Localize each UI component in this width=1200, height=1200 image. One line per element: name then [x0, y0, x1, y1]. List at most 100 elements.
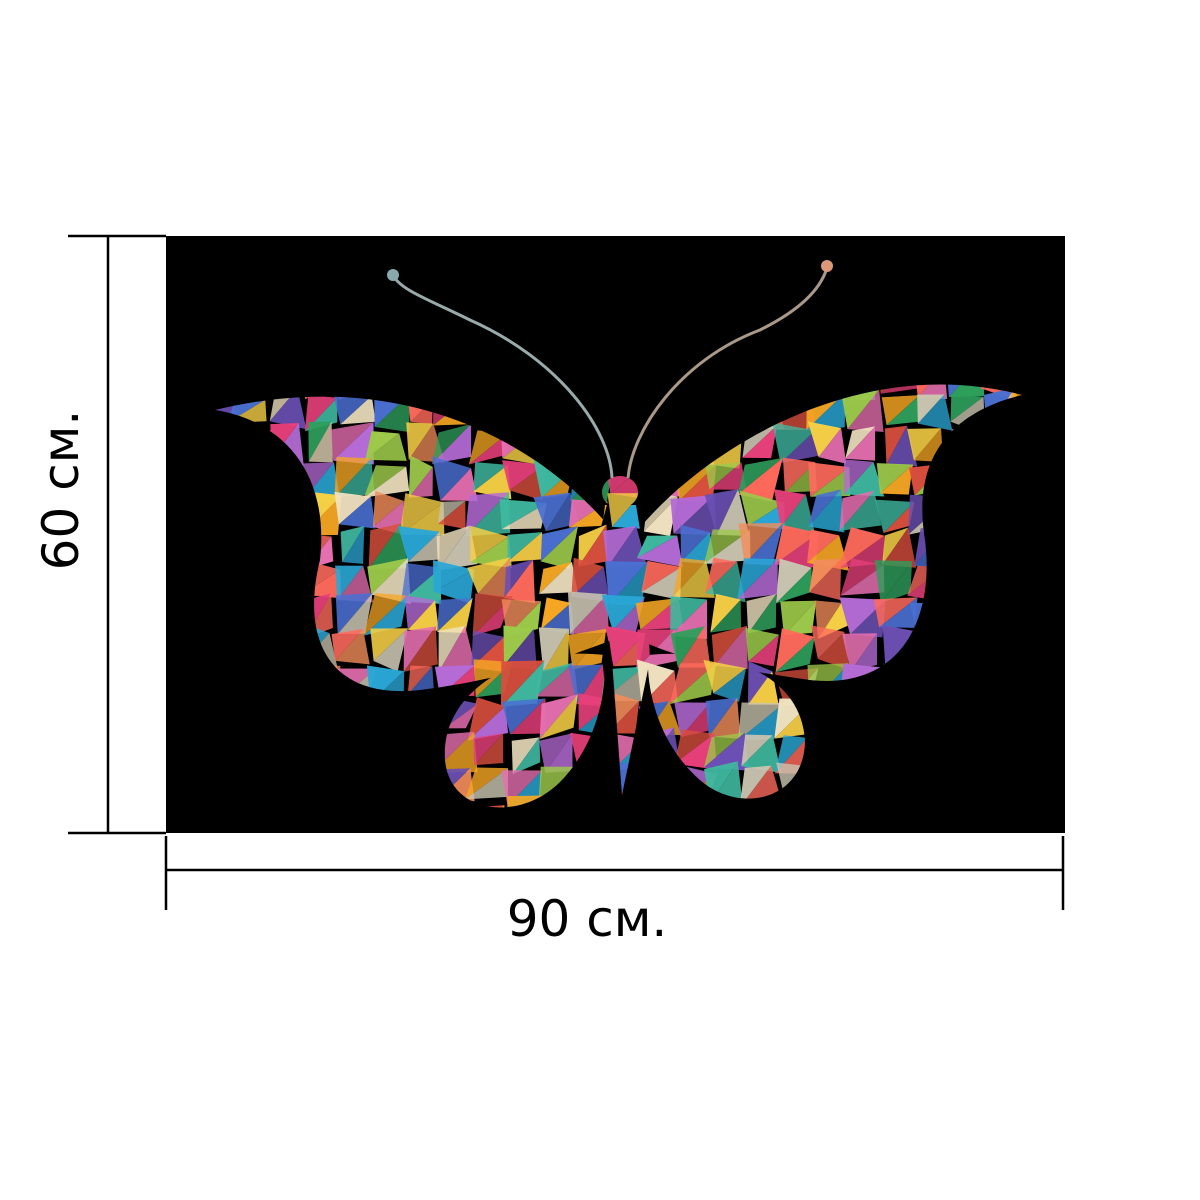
facet: [745, 627, 779, 662]
facet: [775, 628, 815, 673]
facet: [775, 636, 815, 673]
facet: [741, 735, 782, 774]
facet: [703, 732, 750, 771]
facet: [363, 593, 408, 636]
facet: [845, 426, 876, 461]
width-label: 90 см.: [507, 890, 668, 948]
facet: [607, 525, 647, 568]
facet: [301, 495, 342, 536]
facet: [473, 733, 504, 766]
facet: [437, 598, 473, 633]
facet: [673, 494, 717, 535]
facet: [738, 702, 785, 741]
facet: [839, 597, 886, 635]
facet: [340, 526, 365, 563]
facet: [808, 462, 850, 497]
facet: [473, 464, 512, 500]
facet: [807, 421, 842, 458]
facet: [674, 729, 715, 764]
facet: [432, 456, 471, 501]
facet: [711, 625, 747, 666]
facet: [468, 432, 509, 465]
facet: [501, 698, 546, 735]
facet: [504, 559, 536, 604]
facet: [399, 502, 445, 536]
facet: [408, 467, 433, 498]
facet: [843, 459, 874, 495]
facet: [437, 598, 473, 633]
facet: [331, 629, 364, 661]
facet: [772, 422, 816, 464]
facet: [741, 734, 773, 767]
facet: [403, 626, 438, 672]
facet: [406, 422, 434, 460]
facet: [677, 626, 711, 668]
facet: [373, 628, 408, 672]
facet: [363, 465, 407, 498]
facet: [470, 525, 509, 563]
facet: [912, 384, 945, 398]
facet: [543, 628, 570, 672]
facet: [810, 467, 851, 497]
facet: [780, 494, 815, 533]
facet: [335, 593, 373, 634]
facet: [539, 733, 573, 773]
facet: [875, 499, 915, 534]
facet: [403, 626, 436, 672]
facet: [881, 395, 920, 426]
facet: [431, 423, 472, 464]
facet: [737, 558, 778, 600]
facet: [917, 384, 948, 399]
facet: [739, 765, 772, 808]
facet: [337, 593, 373, 634]
facet: [636, 535, 678, 559]
facet: [917, 394, 945, 424]
facet: [541, 597, 572, 630]
facet: [443, 703, 478, 729]
facet: [774, 489, 806, 528]
facet: [737, 457, 783, 502]
facet: [568, 664, 603, 704]
facet: [673, 560, 715, 598]
facet: [603, 525, 637, 568]
facet: [371, 558, 411, 604]
facet: [308, 421, 333, 463]
facet: [465, 768, 509, 800]
facet: [338, 496, 376, 529]
facet: [501, 502, 547, 530]
facet: [882, 527, 909, 566]
facet: [876, 463, 913, 494]
facet: [738, 523, 784, 564]
facet: [669, 662, 717, 705]
facet: [817, 631, 850, 671]
facet: [747, 661, 773, 705]
facet: [502, 460, 546, 491]
facet: [775, 567, 812, 604]
facet: [709, 462, 747, 490]
facet: [340, 395, 376, 425]
facet: [945, 384, 982, 398]
facet: [917, 394, 953, 431]
facet: [342, 526, 365, 564]
facet: [775, 558, 812, 604]
facet: [568, 501, 608, 528]
facet: [914, 524, 949, 566]
facet: [370, 628, 408, 661]
facet: [705, 561, 746, 603]
facet: [507, 532, 543, 562]
facet: [540, 526, 579, 569]
facet: [541, 602, 575, 635]
facet: [748, 502, 785, 530]
facet: [437, 501, 466, 530]
facet: [472, 596, 513, 636]
facet: [774, 525, 819, 565]
facet: [808, 489, 845, 533]
facet: [334, 456, 372, 498]
facet: [884, 425, 908, 465]
facet: [367, 558, 408, 595]
facet: [438, 525, 478, 571]
facet: [504, 628, 537, 671]
facet: [365, 431, 400, 460]
facet: [609, 562, 648, 605]
